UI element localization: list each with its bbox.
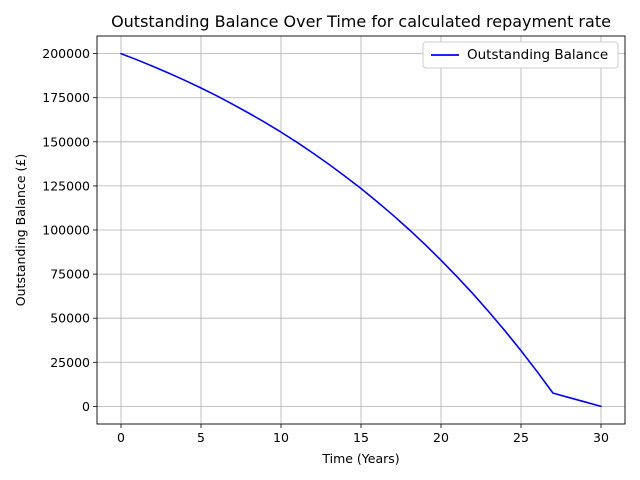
x-tick-label: 0 — [117, 430, 125, 445]
legend: Outstanding Balance — [422, 41, 619, 69]
y-tick-label: 75000 — [50, 267, 90, 282]
y-tick-label: 150000 — [42, 134, 90, 149]
x-tick-label: 20 — [433, 430, 449, 445]
y-tick-label: 25000 — [50, 355, 90, 370]
grid — [97, 36, 625, 424]
ticks: 0 5 10 15 20 25 30 0 25000 50000 75000 100000 125000… — [42, 46, 609, 445]
x-tick-label: 30 — [593, 430, 609, 445]
series-layer — [120, 52, 602, 408]
y-tick-label: 50000 — [50, 311, 90, 326]
series-line — [120, 52, 602, 408]
y-tick-label: 0 — [82, 399, 90, 414]
y-tick-label: 200000 — [42, 46, 90, 61]
legend-label: Outstanding Balance — [467, 47, 608, 63]
legend-box — [422, 41, 619, 69]
chart-title: Outstanding Balance Over Time for calcul… — [111, 12, 611, 31]
x-tick-label: 25 — [513, 430, 529, 445]
x-axis-label: Time (Years) — [321, 451, 399, 466]
y-tick-label: 125000 — [42, 178, 90, 193]
y-axis-label: Outstanding Balance (£) — [13, 154, 28, 306]
x-tick-label: 5 — [197, 430, 205, 445]
x-tick-label: 15 — [353, 430, 369, 445]
y-tick-label: 175000 — [42, 90, 90, 105]
y-tick-label: 100000 — [42, 223, 90, 238]
x-tick-label: 10 — [273, 430, 289, 445]
